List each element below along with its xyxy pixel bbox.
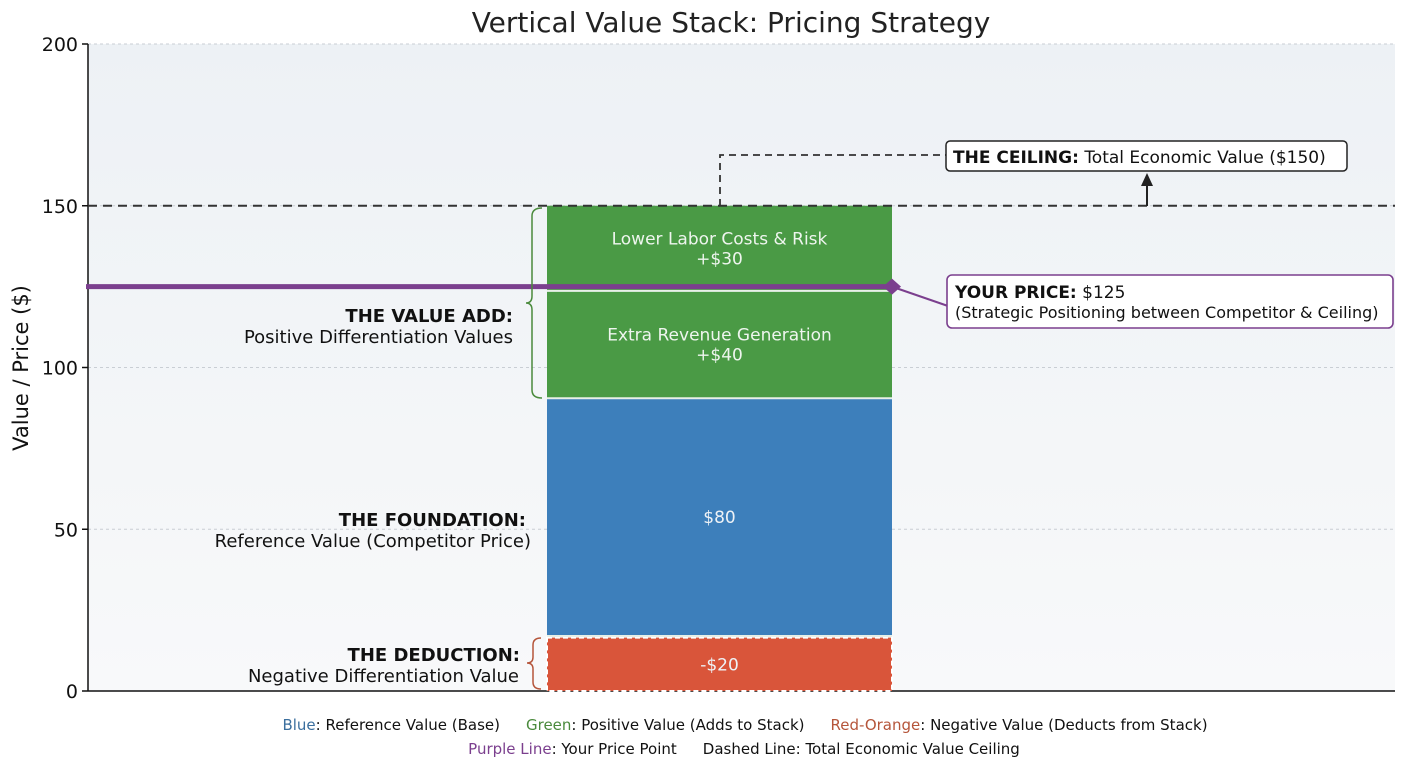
price-marker <box>883 278 901 295</box>
foundation-text: Reference Value (Competitor Price) <box>215 531 531 552</box>
stack-segment <box>547 205 892 291</box>
ceiling-callout-bold: THE CEILING: <box>953 148 1079 168</box>
ceiling-callout: THE CEILING: Total Economic Value ($150) <box>953 148 1326 168</box>
price-callout-subtext: (Strategic Positioning between Competito… <box>955 303 1379 322</box>
chart-title: Vertical Value Stack: Pricing Strategy <box>472 6 991 39</box>
y-tick-label: 0 <box>66 681 78 703</box>
stack-segment <box>547 398 892 637</box>
price-callout-bold: YOUR PRICE: <box>954 283 1077 303</box>
stack-segment <box>546 636 893 692</box>
price-leader-line <box>892 286 949 307</box>
legend-dashed-text: Dashed Line: Total Economic Value Ceilin… <box>703 740 1020 758</box>
value-add-text: Positive Differentiation Values <box>244 327 513 348</box>
deduction-title: THE DEDUCTION: <box>348 645 520 666</box>
y-tick-label: 100 <box>42 358 78 380</box>
foundation-title: THE FOUNDATION: <box>339 510 526 531</box>
legend-blue-text: : Reference Value (Base) <box>316 716 500 734</box>
y-tick-label: 200 <box>42 34 78 56</box>
price-callout-value: $125 <box>1082 283 1125 303</box>
y-tick-label: 150 <box>42 196 78 218</box>
ceiling-callout-text: Total Economic Value ($150) <box>1083 148 1325 168</box>
segment-value-label: +$40 <box>696 346 743 366</box>
y-tick-label: 50 <box>54 519 78 541</box>
legend-red-text: : Negative Value (Deducts from Stack) <box>920 716 1207 734</box>
y-axis-label: Value / Price ($) <box>9 285 33 451</box>
deduction-text: Negative Differentiation Value <box>248 666 519 687</box>
segment-label: -$20 <box>700 655 739 675</box>
ceiling-arrow-head <box>1141 173 1153 186</box>
legend-purple-key: Purple Line <box>468 740 551 758</box>
segment-label: $80 <box>703 508 735 528</box>
legend-green-text: : Positive Value (Adds to Stack) <box>571 716 804 734</box>
legend-blue-key: Blue <box>282 716 315 734</box>
value-add-brace <box>525 207 543 399</box>
legend-row-2: Purple Line: Your Price Point Dashed Line… <box>468 740 1020 758</box>
segment-label: Lower Labor Costs & Risk <box>612 229 828 249</box>
price-callout-title: YOUR PRICE: $125 <box>954 283 1125 303</box>
legend-row-1: Blue: Reference Value (Base) Green: Posit… <box>282 716 1207 734</box>
segment-label: Extra Revenue Generation <box>607 326 832 346</box>
segment-value-label: +$30 <box>696 249 743 269</box>
stack-segment <box>547 290 892 399</box>
value-add-title: THE VALUE ADD: <box>345 306 513 327</box>
ceiling-callout-box <box>945 140 1348 172</box>
deduction-brace <box>526 637 542 690</box>
legend-purple-text: : Your Price Point <box>552 740 677 758</box>
legend-green-key: Green <box>526 716 571 734</box>
legend-red-key: Red-Orange <box>830 716 920 734</box>
ceiling-leader-line <box>719 154 946 206</box>
price-callout-box <box>946 274 1394 329</box>
